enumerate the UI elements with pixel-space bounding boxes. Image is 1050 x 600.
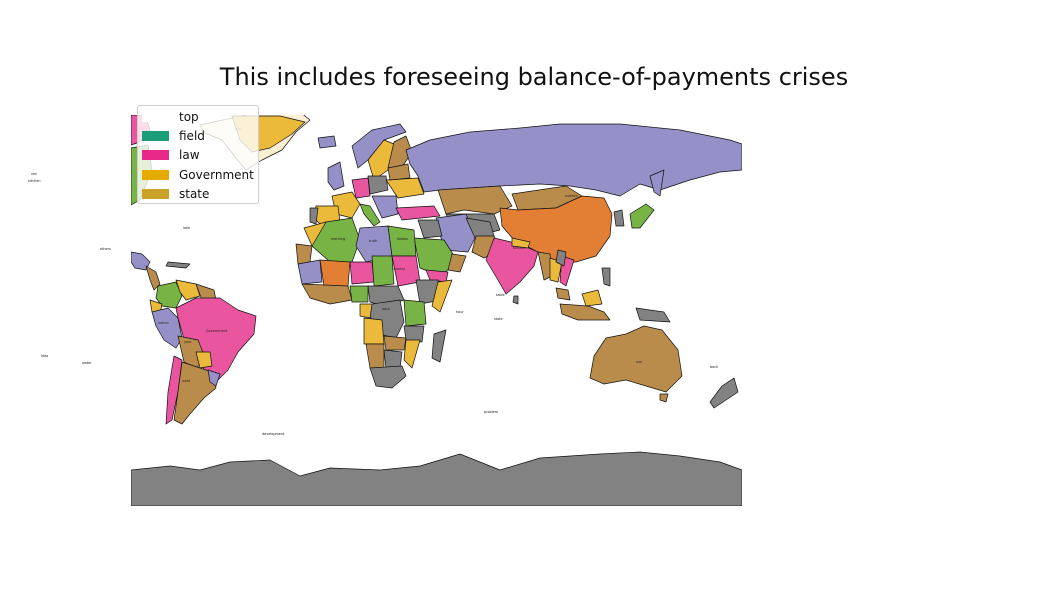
region-mexico (131, 251, 151, 271)
region-tasmania (659, 393, 669, 403)
region-central-america (145, 265, 161, 291)
region-niger (349, 261, 375, 285)
region-uk (327, 161, 345, 191)
region-sudan (391, 255, 421, 287)
region-argentina (173, 361, 217, 425)
map-label-brazil: Government (206, 329, 228, 333)
region-kamchatka (649, 169, 665, 197)
region-korea (613, 209, 625, 227)
region-iraq (417, 219, 443, 239)
region-cuba (165, 261, 191, 269)
region-chad (371, 255, 395, 287)
region-western-sahara (295, 243, 313, 265)
map-label-ocean2: kitchen (28, 179, 40, 183)
map-label-argentina: word (182, 379, 190, 383)
map-label-ocean12: hour (456, 310, 464, 314)
region-botswana (383, 349, 403, 369)
map-label-australia: sun (636, 360, 642, 364)
region-madagascar (431, 329, 447, 363)
region-borneo (581, 289, 603, 307)
map-title: This includes foreseeing balance-of-paym… (219, 63, 849, 91)
region-new-zealand (709, 377, 739, 409)
region-venezuela (175, 279, 201, 301)
map-label-ocean1: red (31, 172, 37, 176)
region-mozambique (403, 339, 421, 369)
region-chile (165, 355, 183, 425)
map-label-peru: nation (158, 321, 169, 325)
map-label-ocean4: lake (183, 226, 190, 230)
region-egypt (387, 225, 417, 257)
legend-label: top (179, 110, 199, 124)
region-finland (387, 135, 413, 171)
region-tanzania (403, 325, 425, 343)
region-poland (367, 175, 389, 195)
region-germany (351, 177, 371, 199)
region-russia (405, 123, 742, 197)
region-zambia (383, 335, 407, 351)
legend-swatch (142, 131, 169, 141)
region-mali (319, 259, 351, 287)
region-malaysia (555, 287, 571, 301)
map-label-india: surface (513, 246, 526, 250)
map-label-drc: each (382, 307, 390, 311)
region-south-africa (369, 365, 407, 389)
region-portugal (309, 207, 319, 225)
region-philippines (601, 267, 611, 287)
region-laos (555, 249, 567, 267)
region-gabon-congo (359, 303, 373, 319)
region-antarctica (131, 451, 742, 506)
region-angola (363, 317, 385, 345)
map-label-egypt: Nation (397, 237, 408, 241)
legend-swatch (142, 170, 169, 180)
region-turkey (395, 205, 441, 221)
region-uruguay (207, 369, 221, 387)
region-nepal (511, 237, 531, 249)
map-label-algeria: morning (331, 237, 345, 241)
legend: top field law Government state (137, 105, 259, 204)
region-new-guinea (635, 307, 671, 323)
map-label-sudan: country (392, 267, 405, 271)
map-label-libya: truth (369, 239, 377, 243)
map-label-ocean6: idea (41, 354, 48, 358)
region-australia (589, 325, 683, 393)
region-oman (447, 253, 467, 273)
region-iceland (317, 135, 337, 149)
region-belarus (387, 163, 411, 181)
region-balkans (371, 195, 399, 219)
map-label-ocean11: problem (484, 410, 499, 414)
region-somalia (431, 279, 453, 313)
region-guyanas (195, 283, 217, 301)
map-label-ocean8: table (496, 293, 505, 297)
region-japan (629, 203, 655, 229)
map-label-ocean7: development (262, 432, 285, 436)
region-italy (359, 203, 381, 227)
region-namibia (365, 343, 385, 369)
map-label-ocean9: state (494, 317, 503, 321)
region-paraguay (195, 351, 213, 369)
legend-label: law (179, 148, 200, 162)
map-label-ocean5: water (82, 361, 92, 365)
region-east-africa (403, 299, 427, 327)
legend-label: Government (179, 168, 254, 182)
map-label-china: surface (565, 194, 578, 198)
legend-swatch (142, 112, 169, 122)
region-peru (151, 307, 183, 349)
region-sri-lanka (512, 295, 519, 305)
map-label-ocean10: back (710, 365, 718, 369)
region-west-africa (301, 283, 353, 305)
region-ukraine (385, 177, 425, 199)
region-indonesia (559, 303, 611, 321)
region-mauritania (297, 259, 323, 285)
legend-swatch (142, 189, 169, 199)
legend-label: field (179, 129, 205, 143)
region-nigeria (349, 285, 369, 303)
map-label-ocean3: others (100, 247, 111, 251)
legend-label: state (179, 187, 210, 201)
map-label-bolivia: your (184, 340, 192, 344)
region-brazil (175, 297, 257, 385)
legend-swatch (142, 150, 169, 160)
